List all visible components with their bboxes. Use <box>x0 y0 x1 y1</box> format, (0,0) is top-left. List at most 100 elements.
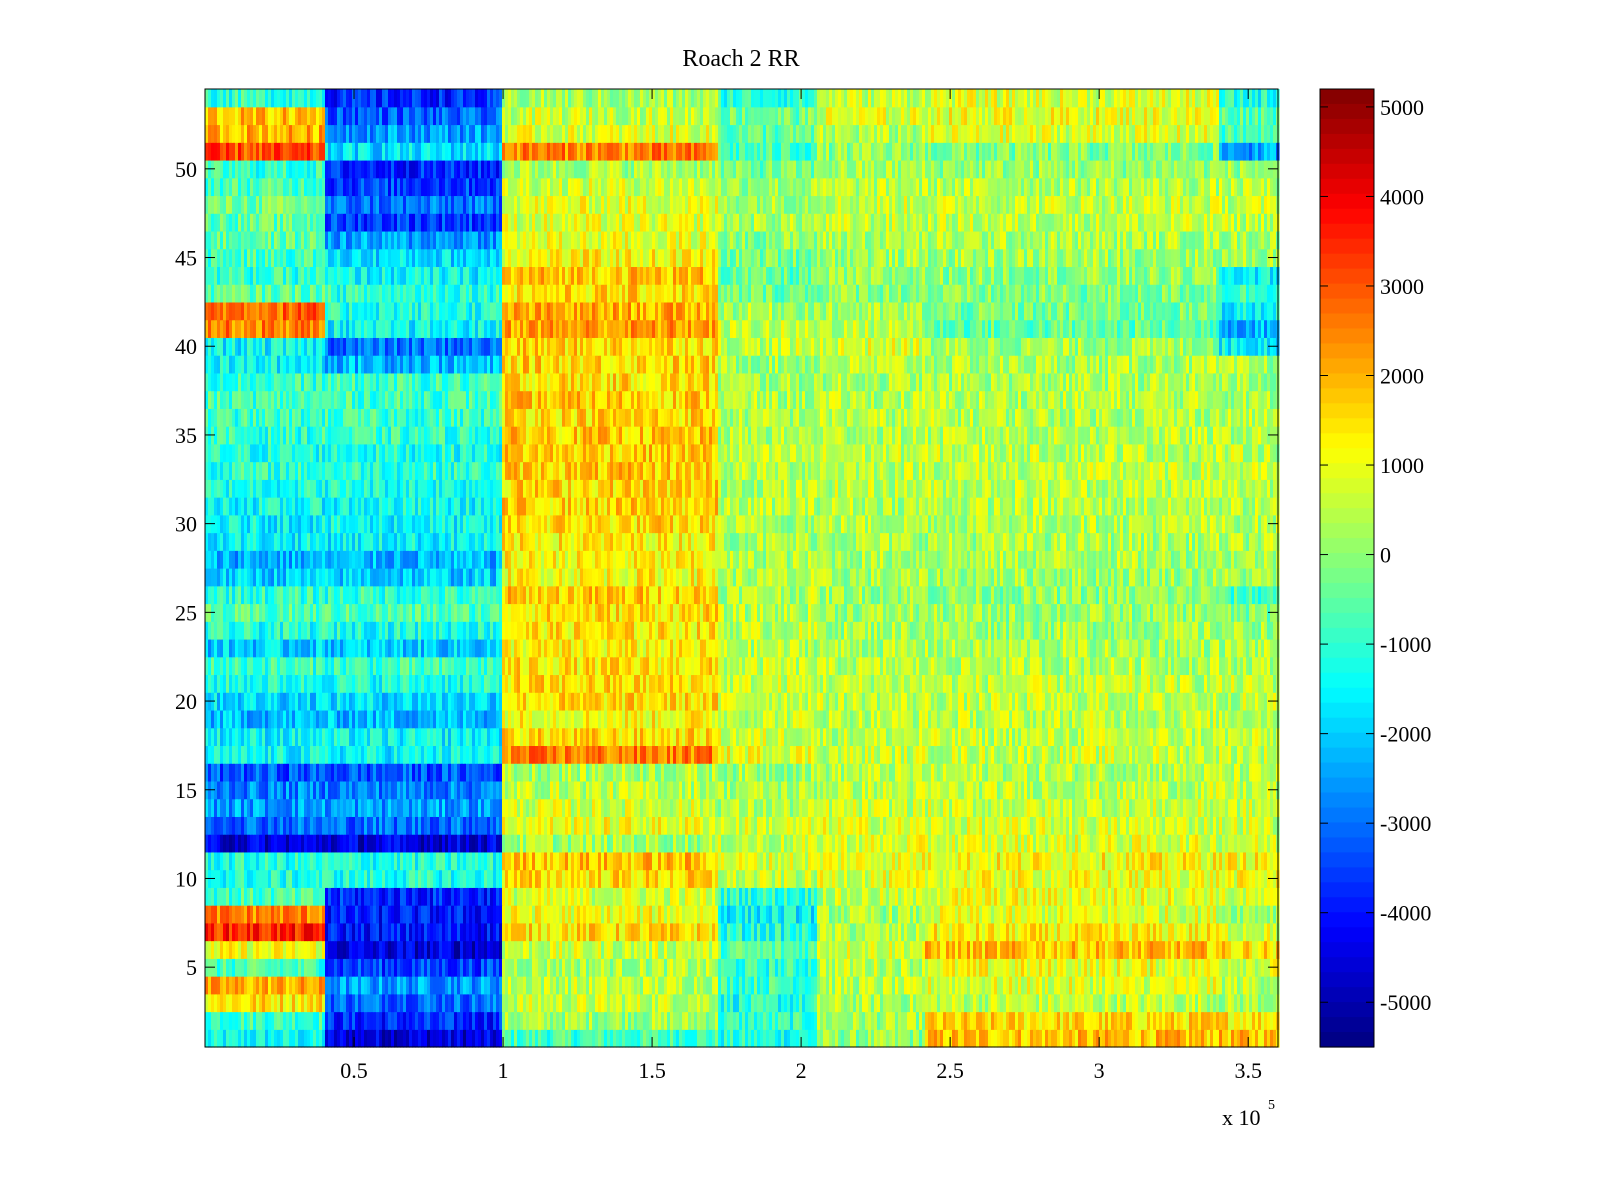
heatmap-cell <box>1090 851 1094 871</box>
heatmap-cell <box>769 834 773 853</box>
heatmap-cell <box>937 940 941 959</box>
heatmap-cell <box>1039 869 1043 888</box>
heatmap-cell <box>985 958 989 977</box>
heatmap-cell <box>289 958 293 977</box>
heatmap-cell <box>832 940 836 959</box>
heatmap-cell <box>685 869 689 888</box>
heatmap-cell <box>370 816 374 835</box>
heatmap-cell <box>1258 958 1262 977</box>
heatmap-cell <box>928 851 932 871</box>
heatmap-cell <box>730 940 734 959</box>
heatmap-cell <box>526 1011 530 1030</box>
heatmap-cell <box>661 976 665 995</box>
heatmap-cell <box>844 905 848 924</box>
heatmap-cell <box>943 834 947 853</box>
heatmap-cell <box>772 993 776 1013</box>
heatmap-cell <box>694 905 698 924</box>
heatmap-cell <box>355 834 359 853</box>
heatmap-cell <box>622 905 626 924</box>
heatmap-cell <box>775 798 779 817</box>
heatmap-row <box>205 922 1280 942</box>
heatmap-cell <box>772 834 776 853</box>
heatmap-cell <box>262 940 266 959</box>
heatmap-cell <box>655 958 659 977</box>
heatmap-cell <box>523 940 527 959</box>
heatmap-cell <box>682 958 686 977</box>
heatmap-cell <box>1264 940 1268 959</box>
heatmap-cell <box>562 869 566 888</box>
heatmap-cell <box>211 1011 215 1030</box>
heatmap-cell <box>298 905 302 924</box>
heatmap-cell <box>433 922 437 942</box>
heatmap-cell <box>820 1029 824 1048</box>
heatmap-cell <box>907 958 911 977</box>
heatmap-cell <box>1039 798 1043 817</box>
heatmap-cell <box>352 993 356 1013</box>
heatmap-cell <box>1273 922 1277 942</box>
heatmap-cell <box>478 958 482 977</box>
heatmap-cell <box>598 958 602 977</box>
heatmap-cell <box>1204 851 1208 871</box>
heatmap-cell <box>913 940 917 959</box>
heatmap-cell <box>733 816 737 835</box>
heatmap-cell <box>1273 976 1277 995</box>
heatmap-cell <box>223 798 227 817</box>
heatmap-cell <box>1174 851 1178 871</box>
heatmap-cell <box>412 922 416 942</box>
heatmap-cell <box>1243 976 1247 995</box>
heatmap-cell <box>343 816 347 835</box>
heatmap-cell <box>1261 993 1265 1013</box>
heatmap-cell <box>1063 869 1067 888</box>
heatmap-cell <box>529 993 533 1013</box>
heatmap-cell <box>871 993 875 1013</box>
heatmap-cell <box>256 993 260 1013</box>
heatmap-cell <box>841 905 845 924</box>
heatmap-cell <box>625 976 629 995</box>
heatmap-cell <box>760 905 764 924</box>
heatmap-cell <box>418 958 422 977</box>
heatmap-cell <box>1105 905 1109 924</box>
heatmap-cell <box>556 1011 560 1030</box>
heatmap-cell <box>925 993 929 1013</box>
heatmap-cell <box>553 887 557 906</box>
heatmap-cell <box>799 851 803 871</box>
heatmap-cell <box>970 1011 974 1030</box>
heatmap-cell <box>427 851 431 871</box>
heatmap-cell <box>808 958 812 977</box>
heatmap-cell <box>874 976 878 995</box>
heatmap-cell <box>883 905 887 924</box>
heatmap-cell <box>976 851 980 871</box>
heatmap-cell <box>490 1029 494 1048</box>
heatmap-cell <box>910 816 914 835</box>
heatmap-cell <box>730 851 734 871</box>
heatmap-cell <box>241 834 245 853</box>
heatmap-cell <box>523 922 527 942</box>
heatmap-cell <box>682 993 686 1013</box>
heatmap-cell <box>994 798 998 817</box>
heatmap-cell <box>373 869 377 888</box>
heatmap-cell <box>751 905 755 924</box>
heatmap-cell <box>361 869 365 888</box>
heatmap-cell <box>613 940 617 959</box>
heatmap-cell <box>214 851 218 871</box>
heatmap-cell <box>316 887 320 906</box>
heatmap-cell <box>355 851 359 871</box>
heatmap-cell <box>1198 940 1202 959</box>
heatmap-cell <box>1051 869 1055 888</box>
heatmap-cell <box>391 887 395 906</box>
heatmap-cell <box>1114 993 1118 1013</box>
heatmap-cell <box>586 816 590 835</box>
heatmap-cell <box>301 869 305 888</box>
heatmap-cell <box>754 940 758 959</box>
heatmap-cell <box>877 869 881 888</box>
heatmap-cell <box>322 1029 326 1048</box>
heatmap-cell <box>355 1029 359 1048</box>
heatmap-cell <box>754 1029 758 1048</box>
heatmap-cell <box>613 905 617 924</box>
heatmap-cell <box>343 958 347 977</box>
heatmap-cell <box>979 834 983 853</box>
heatmap-cell <box>1162 1029 1166 1048</box>
heatmap-cell <box>1075 887 1079 906</box>
heatmap-cell <box>697 1029 701 1048</box>
heatmap-cell <box>322 958 326 977</box>
